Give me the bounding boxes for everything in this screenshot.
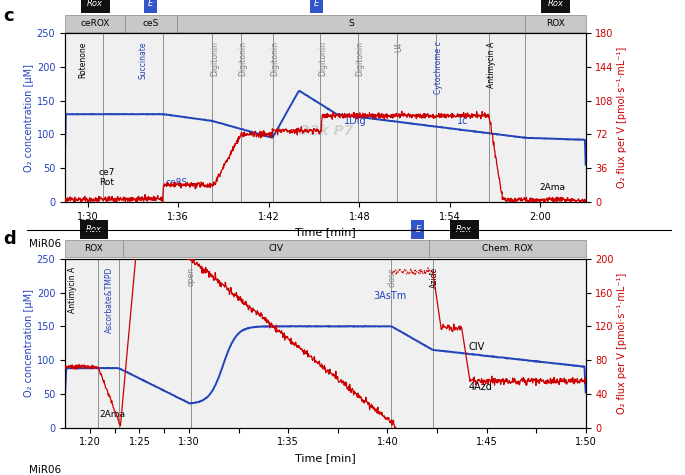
Text: CIV: CIV bbox=[469, 342, 484, 352]
Text: O2k P7: O2k P7 bbox=[298, 124, 353, 138]
Bar bbox=[65, 240, 123, 257]
Text: c: c bbox=[3, 7, 14, 25]
Text: d: d bbox=[3, 230, 16, 248]
Text: 1c: 1c bbox=[458, 116, 469, 126]
Text: E: E bbox=[415, 225, 421, 234]
Text: CIV: CIV bbox=[269, 244, 284, 253]
Bar bbox=[450, 220, 479, 238]
Bar bbox=[79, 220, 108, 238]
Text: E: E bbox=[148, 0, 153, 8]
Text: Azide: Azide bbox=[430, 267, 439, 288]
Bar bbox=[123, 240, 429, 257]
Text: Digitonin: Digitonin bbox=[356, 41, 364, 76]
Text: Rotenone: Rotenone bbox=[79, 41, 88, 78]
Text: 2Ama: 2Ama bbox=[100, 410, 126, 419]
Bar bbox=[541, 0, 570, 13]
Text: Succinate: Succinate bbox=[138, 41, 147, 79]
Text: Cytochrome c: Cytochrome c bbox=[434, 41, 443, 94]
Bar bbox=[177, 15, 525, 31]
Bar bbox=[525, 15, 586, 31]
Text: Digitonin: Digitonin bbox=[271, 41, 279, 76]
Text: close: close bbox=[388, 267, 397, 286]
Text: U4: U4 bbox=[395, 41, 404, 52]
Text: Rox: Rox bbox=[456, 225, 472, 234]
Text: E: E bbox=[314, 0, 319, 8]
Text: ROX: ROX bbox=[546, 19, 565, 28]
Y-axis label: O₂ flux per V [pmol·s⁻¹·mL⁻¹]: O₂ flux per V [pmol·s⁻¹·mL⁻¹] bbox=[616, 47, 627, 188]
Text: Antimycin A: Antimycin A bbox=[68, 267, 77, 313]
Bar bbox=[310, 0, 323, 13]
Text: Ascorbate&TMPD: Ascorbate&TMPD bbox=[105, 267, 114, 333]
Text: ceS: ceS bbox=[143, 19, 160, 28]
Text: Antimycin A: Antimycin A bbox=[487, 41, 496, 87]
Text: ROX: ROX bbox=[85, 244, 103, 253]
Text: Digitonin: Digitonin bbox=[238, 41, 248, 76]
X-axis label: Time [min]: Time [min] bbox=[295, 453, 356, 463]
Text: 3AsTm: 3AsTm bbox=[373, 291, 407, 301]
Text: ce7
Rot: ce7 Rot bbox=[99, 168, 115, 187]
Bar bbox=[65, 15, 125, 31]
Text: 1Dig: 1Dig bbox=[345, 116, 367, 126]
Y-axis label: O₂ concentration [μM]: O₂ concentration [μM] bbox=[24, 64, 34, 171]
Text: ce8S: ce8S bbox=[165, 178, 188, 187]
Text: MiR06: MiR06 bbox=[29, 465, 61, 475]
Y-axis label: O₂ flux per V [pmol·s⁻¹·mL⁻¹]: O₂ flux per V [pmol·s⁻¹·mL⁻¹] bbox=[616, 273, 627, 414]
Text: S: S bbox=[348, 19, 354, 28]
X-axis label: Time [min]: Time [min] bbox=[295, 227, 356, 237]
Text: ceROX: ceROX bbox=[81, 19, 110, 28]
Text: Digitonin: Digitonin bbox=[210, 41, 219, 76]
Text: open: open bbox=[187, 267, 196, 286]
Text: MiR06: MiR06 bbox=[29, 239, 61, 249]
Bar bbox=[429, 240, 586, 257]
Bar bbox=[144, 0, 157, 13]
Text: 2Ama: 2Ama bbox=[539, 183, 565, 192]
Text: Rox: Rox bbox=[86, 225, 102, 234]
Text: 4Azd: 4Azd bbox=[469, 382, 493, 392]
Text: Rox: Rox bbox=[547, 0, 564, 8]
Text: Digitonin: Digitonin bbox=[318, 41, 327, 76]
Bar bbox=[125, 15, 177, 31]
Bar bbox=[412, 220, 425, 238]
Bar bbox=[81, 0, 110, 13]
Y-axis label: O₂ concentration [μM]: O₂ concentration [μM] bbox=[24, 289, 34, 397]
Text: Chem. ROX: Chem. ROX bbox=[482, 244, 533, 253]
Text: Rox: Rox bbox=[87, 0, 103, 8]
